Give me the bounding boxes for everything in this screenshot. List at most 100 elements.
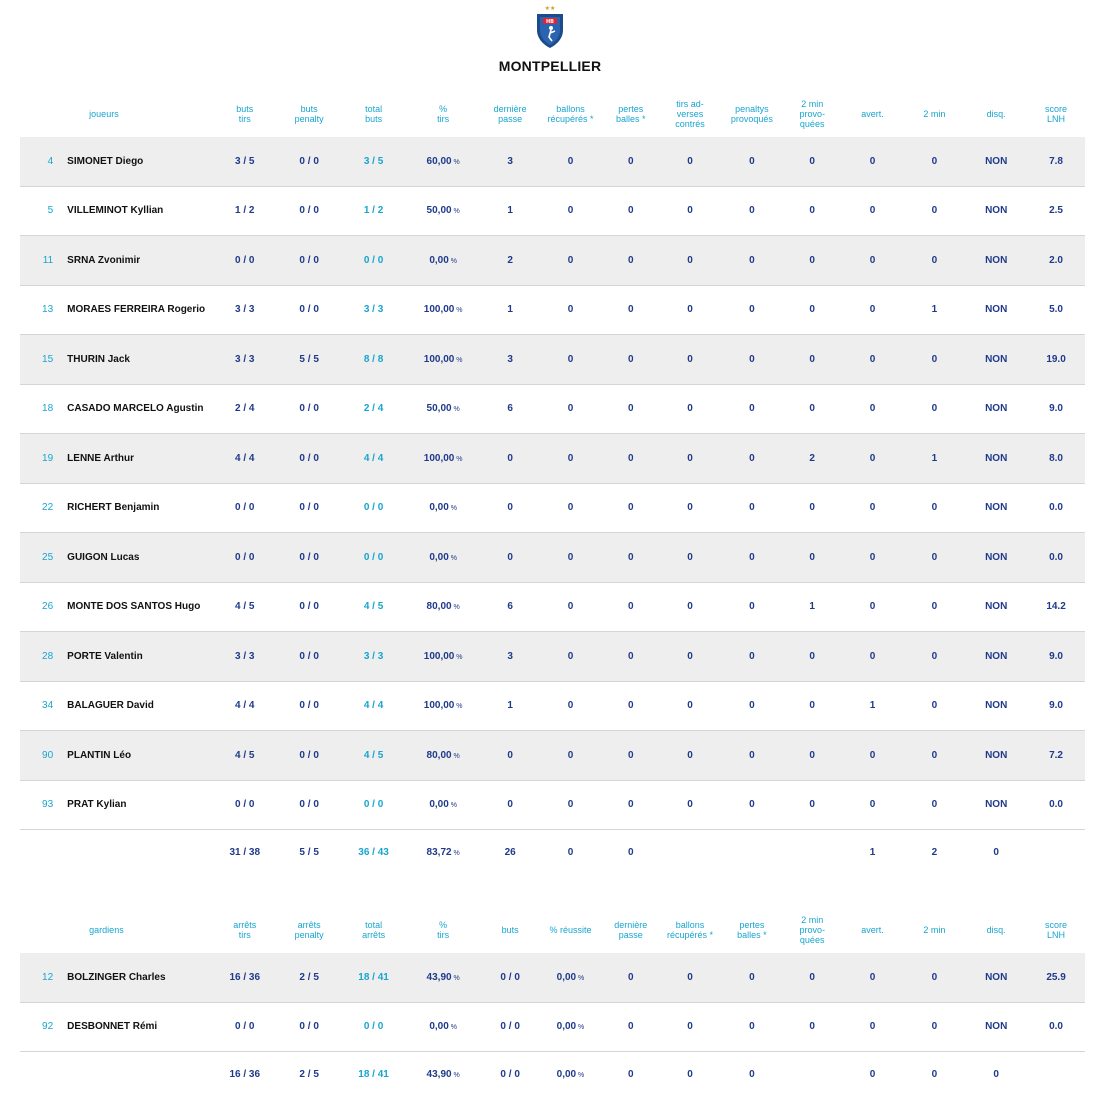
goalies-header-cell: buts (501, 925, 519, 935)
players-stat-cell: 0 (602, 186, 660, 236)
percent-sign: % (451, 406, 460, 414)
players-totals-row: 31 / 38 5 / 5 36 / 43 83,72 % 26 0 0 1 2 0 (20, 830, 1085, 875)
players-stat-cell: 0 (602, 483, 660, 533)
players-header-cell: 2 min (923, 109, 946, 119)
players-stat-cell: 9.0 (1027, 681, 1085, 731)
players-stat-cell: 0 (720, 730, 783, 781)
goalies-header-cell: gardiens (89, 925, 124, 935)
players-stat-cell: 0.0 (1027, 532, 1085, 583)
players-stat-cell: 3 / 3 (342, 631, 405, 682)
players-stat-cell: 19.0 (1027, 334, 1085, 385)
players-stat-cell: 0 / 0 (275, 780, 343, 830)
players-stat-cell: NON (965, 532, 1028, 583)
players-stat-cell: 0 (720, 137, 783, 187)
players-stat-cell: 0 (659, 186, 721, 236)
players-stat-cell: 4 / 5 (342, 730, 405, 781)
player-name: GUIGON Lucas (59, 532, 214, 583)
goalies-stat-cell: 0 (687, 1068, 693, 1080)
players-stat-cell: 0 (782, 384, 842, 434)
players-stat-cell: 0 (602, 285, 660, 335)
goalies-stat-cell: 0,00 % (404, 1002, 482, 1052)
players-header-cell: joueurs (89, 109, 119, 119)
percent-sign: % (451, 974, 460, 982)
goalies-stat-cell: 0 (659, 953, 721, 1003)
player-name: BALAGUER David (59, 681, 214, 731)
players-stat-cell: 0 (720, 780, 783, 830)
players-stat-cell: NON (965, 730, 1028, 781)
players-stat-cell: 0 (538, 780, 603, 830)
players-stat-cell: 0 (481, 433, 539, 484)
percent-value: 0,00 (556, 1068, 577, 1080)
players-stat-cell: 0 (720, 334, 783, 385)
goalies-stat-cell: 18 / 41 (342, 953, 405, 1003)
players-stat-cell: 5 / 5 (275, 334, 343, 385)
players-stat-cell: 4 / 4 (342, 433, 405, 484)
goalies-stat-cell: 0 (720, 1002, 783, 1052)
percent-value: 43,90 (426, 971, 452, 983)
players-stat-cell: 0 / 0 (275, 137, 343, 187)
players-header-cell: disq. (986, 109, 1006, 119)
players-stat-cell: 6 (481, 582, 539, 632)
goalies-header-cell: avert. (861, 925, 884, 935)
players-stat-cell: 9.0 (1027, 631, 1085, 682)
player-name: THURIN Jack (59, 334, 214, 385)
players-stat-cell: 0 / 0 (275, 730, 343, 781)
players-stat-cell: 0 (659, 334, 721, 385)
percent-value: 60,00 (426, 155, 452, 167)
goalies-stat-cell: 16 / 36 (229, 1068, 261, 1080)
players-stat-cell: 0 (538, 631, 603, 682)
players-stat-cell: 0 / 0 (213, 483, 276, 533)
players-stat-cell: 2 / 4 (213, 384, 276, 434)
players-stat-cell: 4 / 5 (213, 730, 276, 781)
goalies-header-cell: arrêts penalty (294, 920, 324, 940)
players-stat-cell: NON (965, 137, 1028, 187)
players-stat-cell: 0,00 % (404, 780, 482, 830)
goalies-header-cell: % tirs (437, 920, 450, 940)
player-name: SRNA Zvonimir (59, 235, 214, 286)
players-stat-cell: 0 (538, 483, 603, 533)
goalies-stat-cell: 0 (903, 953, 966, 1003)
players-stat-cell: 0 / 0 (275, 681, 343, 731)
players-header-cell: penaltys provoqués (730, 104, 773, 124)
jersey-number: 25 (20, 532, 60, 583)
players-stat-cell: 100,00 % (404, 334, 482, 385)
goalies-stat-cell: 43,90 % (405, 1052, 482, 1097)
players-stat-cell: 0.0 (1027, 780, 1085, 830)
players-stat-cell: 0,00 % (404, 235, 482, 286)
players-stat-cell: 0 / 0 (275, 235, 343, 286)
players-stat-cell: 1 (481, 681, 539, 731)
players-header-cell: % tirs (437, 104, 450, 124)
players-stat-cell: 3 / 3 (213, 285, 276, 335)
percent-value: 0,00 (429, 1021, 449, 1033)
player-name: DESBONNET Rémi (59, 1002, 214, 1052)
percent-value: 43,90 (426, 1068, 452, 1080)
players-stat-cell: 80,00 % (404, 730, 482, 781)
percent-value: 100,00 (423, 650, 455, 662)
percent-value: 50,00 (426, 403, 452, 415)
goalies-header-cell: pertes balles * (737, 920, 767, 940)
players-stat-cell: 0 (659, 433, 721, 484)
players-stat-cell: 6 (481, 384, 539, 434)
percent-sign: % (454, 703, 463, 711)
players-stat-cell: 2 (931, 846, 938, 858)
players-stat-cell: 100,00 % (404, 681, 482, 731)
players-stat-cell: 0 / 0 (275, 384, 343, 434)
goalies-stat-cell: 0 (993, 1068, 999, 1080)
players-stat-cell (721, 830, 783, 875)
players-stat-cell: 0 (782, 681, 842, 731)
players-stat-cell: 0 (903, 384, 966, 434)
players-stat-cell: 0 (903, 730, 966, 781)
percent-value: 0,00 (556, 1021, 577, 1033)
goalies-stat-cell: 0 (602, 1002, 660, 1052)
players-stat-cell: 0 (659, 384, 721, 434)
players-stat-cell: 0 (782, 235, 842, 286)
players-stat-cell: 0 (903, 483, 966, 533)
players-stat-cell: 0 (720, 681, 783, 731)
players-stat-cell: 0 (841, 137, 904, 187)
players-stat-cell: 4 / 4 (342, 681, 405, 731)
percent-value: 50,00 (426, 205, 452, 217)
player-name (59, 1052, 214, 1097)
percent-sign: % (576, 1024, 585, 1032)
players-stat-cell: 0 (720, 483, 783, 533)
